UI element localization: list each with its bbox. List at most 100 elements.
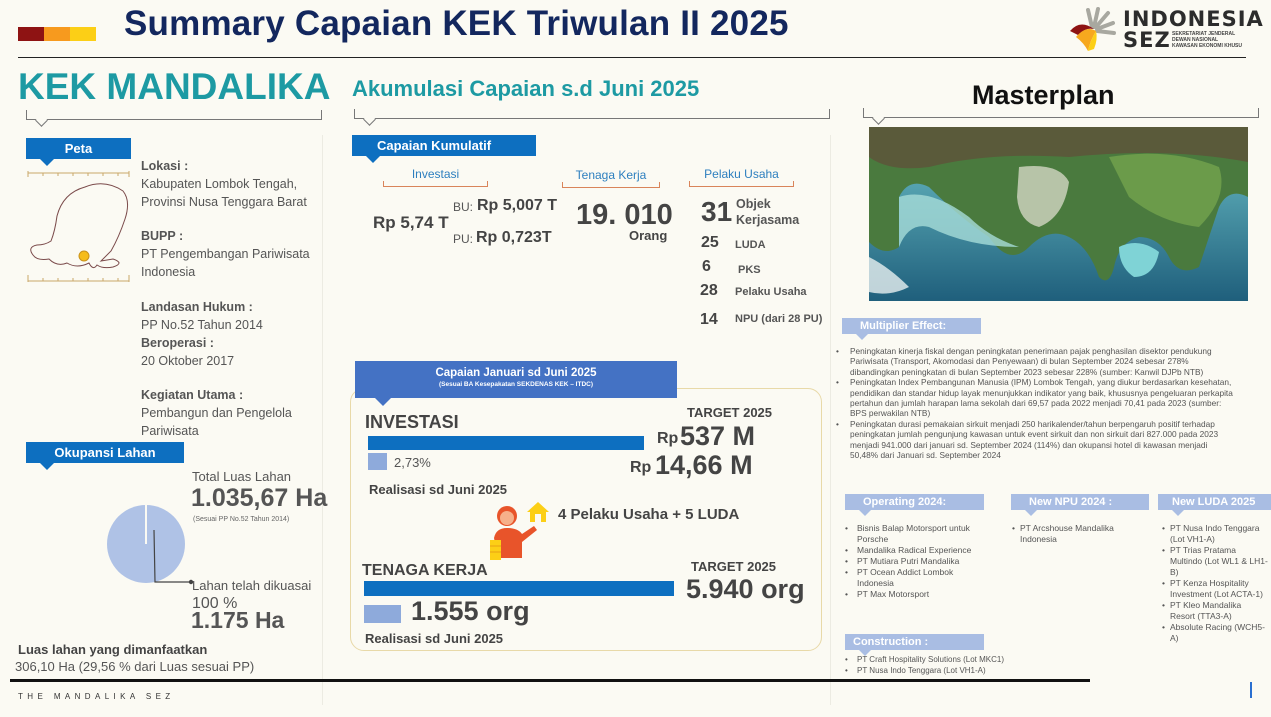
masterplan-title: Masterplan	[972, 80, 1115, 110]
bupp-value: PT Pengembangan Pariwisata Indonesia	[141, 247, 310, 279]
hukum-value: PP No.52 Tahun 2014	[141, 318, 263, 332]
subheading-bracket	[562, 182, 660, 188]
investasi-heading: Investasi	[411, 167, 460, 181]
masterplan-aerial-image	[869, 127, 1248, 301]
pelaku-objek-num: 31	[701, 196, 733, 227]
subheading-bracket	[383, 181, 488, 187]
list-item: PT Ocean Addict Lombok Indonesia	[843, 567, 991, 589]
list-item: PT Nusa Indo Tenggara (Lot VH1-A)	[1162, 523, 1268, 545]
construction-tag: Construction :	[845, 634, 984, 656]
list-item: PT Craft Hospitality Solutions (Lot MKC1…	[843, 654, 1043, 665]
luda-list: PT Nusa Indo Tenggara (Lot VH1-A) PT Tri…	[1162, 523, 1268, 644]
bupp-label: BUPP :	[141, 229, 184, 243]
section-bracket	[26, 110, 322, 120]
footer-divider	[10, 679, 1090, 682]
color-swatch-yellow	[70, 27, 96, 41]
operasi-label: Beroperasi :	[141, 336, 214, 350]
businessman-house-icon	[490, 500, 550, 562]
info-bupp: BUPP : PT Pengembangan Pariwisata Indone…	[141, 227, 321, 281]
dikuasai-pct: 100 %	[192, 595, 238, 612]
masterplan-map-icon	[869, 127, 1248, 301]
indonesia-sez-logo: INDONESIA SEZ SEKRETARIAT JENDERAL DEWAN…	[1068, 5, 1263, 53]
map-tag: Peta	[26, 138, 131, 166]
info-landasan-hukum: Landasan Hukum : PP No.52 Tahun 2014 Ber…	[141, 298, 321, 370]
tenaga-realisasi-value: 1.555 org	[411, 596, 530, 626]
capaian-tag-subtitle: (Sesuai BA Kesepakatan SEKDENAS KEK – IT…	[439, 381, 593, 388]
pelaku-npu-label: NPU (dari 28 PU)	[735, 313, 823, 325]
lokasi-label: Lokasi :	[141, 159, 189, 173]
investasi-label: INVESTASI	[365, 412, 459, 432]
tenaga-kerja-label: TENAGA KERJA	[362, 562, 488, 579]
total-luas-value: 1.035,67 Ha	[191, 484, 328, 512]
logo-sez: SEZ	[1123, 28, 1171, 52]
tenaga-target-value: 5.940 org	[686, 574, 805, 604]
pie-leader-line	[153, 530, 194, 585]
luda-tag: New LUDA 2025	[1158, 494, 1271, 516]
investasi-target-value: 537 M	[680, 421, 756, 451]
section-bracket	[354, 109, 830, 119]
page-title: Summary Capaian KEK Triwulan II 2025	[124, 4, 789, 43]
business-person-icon	[490, 502, 549, 560]
investasi-target-currency: Rp	[657, 430, 679, 447]
investasi-target-label: TARGET 2025	[687, 405, 773, 420]
pu-label: PU:	[453, 232, 474, 246]
list-item: PT Mutiara Putri Mandalika	[843, 556, 991, 567]
list-item: PT Trias Pratama Multindo (Lot WL1 & LH1…	[1162, 545, 1268, 578]
investasi-target-bar	[368, 436, 644, 450]
tenaga-kerja-unit: Orang	[629, 228, 668, 243]
logo-subtitle-line: KAWASAN EKONOMI KHUSU	[1172, 43, 1243, 49]
investasi-realisasi-label: Realisasi sd Juni 2025	[369, 482, 508, 497]
investasi-total: Rp 5,74 T	[373, 213, 449, 232]
pelaku-luda-num: 25	[701, 234, 719, 251]
pelaku-usaha-label: Pelaku Usaha	[735, 286, 807, 298]
logo-subtitle-line: SEKRETARIAT JENDERAL	[1172, 31, 1236, 37]
okupansi-tag: Okupansi Lahan	[26, 442, 184, 470]
list-item: Bisnis Balap Motorsport untuk Porsche	[843, 523, 991, 545]
multiplier-list: Peningkatan kinerja fiskal dengan pening…	[836, 346, 1236, 460]
header-divider	[18, 57, 1246, 58]
list-item: Mandalika Radical Experience	[843, 545, 991, 556]
logo-subtitle-line: DEWAN NASIONAL	[1172, 37, 1219, 43]
list-item: Peningkatan Index Pembangunan Manusia (I…	[836, 377, 1236, 419]
bu-value: Rp 5,007 T	[477, 197, 558, 214]
section-bracket	[863, 108, 1259, 118]
list-item: PT Kleo Mandalika Resort (TTA3-A)	[1162, 600, 1268, 622]
kegiatan-value: Pembangun dan Pengelola Pariwisata	[141, 406, 292, 438]
operasi-value: 20 Oktober 2017	[141, 354, 235, 368]
kegiatan-label: Kegiatan Utama :	[141, 388, 244, 402]
hukum-label: Landasan Hukum :	[141, 300, 253, 314]
logo-subtitle: SEKRETARIAT JENDERAL DEWAN NASIONAL KAWA…	[1172, 31, 1256, 49]
column-divider	[322, 135, 323, 705]
sez-logo-icon	[1070, 7, 1116, 51]
pelaku-usaha-num: 28	[700, 282, 718, 299]
dikuasai-label: Lahan telah dikuasai	[192, 578, 312, 593]
npu-tag: New NPU 2024 :	[1011, 494, 1149, 516]
operating-tag: Operating 2024:	[845, 494, 984, 516]
dimanfaatkan-label: Luas lahan yang dimanfaatkan	[18, 642, 208, 657]
color-swatch-orange	[44, 27, 70, 41]
dikuasai-value: 1.175 Ha	[191, 607, 285, 633]
subheading-bracket	[689, 181, 794, 187]
lokasi-value: Kabupaten Lombok Tengah, Provinsi Nusa T…	[141, 177, 307, 209]
pelaku-objek-label: Objek Kerjasama	[736, 197, 800, 227]
logo-wordmark: INDONESIA	[1123, 7, 1264, 31]
investasi-pct: 2,73%	[394, 455, 431, 470]
tenaga-target-bar	[364, 581, 674, 596]
investasi-realisasi-currency: Rp	[630, 459, 652, 476]
pelaku-npu-num: 14	[700, 311, 718, 328]
tenaga-heading: Tenaga Kerja	[575, 168, 647, 182]
investasi-realisasi-bar	[368, 453, 387, 470]
pelaku-luda-label: LUDA	[735, 239, 766, 251]
total-luas-note: (Sesuai PP No.52 Tahun 2014)	[193, 516, 290, 523]
tenaga-realisasi-bar	[364, 605, 401, 623]
info-kegiatan: Kegiatan Utama : Pembangun dan Pengelola…	[141, 386, 321, 440]
list-item: PT Arcshouse Mandalika Indonesia	[1012, 523, 1132, 545]
tenaga-target-label: TARGET 2025	[691, 559, 777, 574]
pie-chart-icon	[107, 505, 185, 583]
footer-text: THE MANDALIKA SEZ	[18, 692, 175, 701]
npu-list: PT Arcshouse Mandalika Indonesia	[1012, 523, 1132, 545]
pelaku-luda-text: 4 Pelaku Usaha + 5 LUDA	[558, 506, 740, 523]
color-swatch-red	[18, 27, 44, 41]
pelaku-heading: Pelaku Usaha	[704, 167, 779, 181]
kumulatif-tag: Capaian Kumulatif	[352, 135, 536, 163]
